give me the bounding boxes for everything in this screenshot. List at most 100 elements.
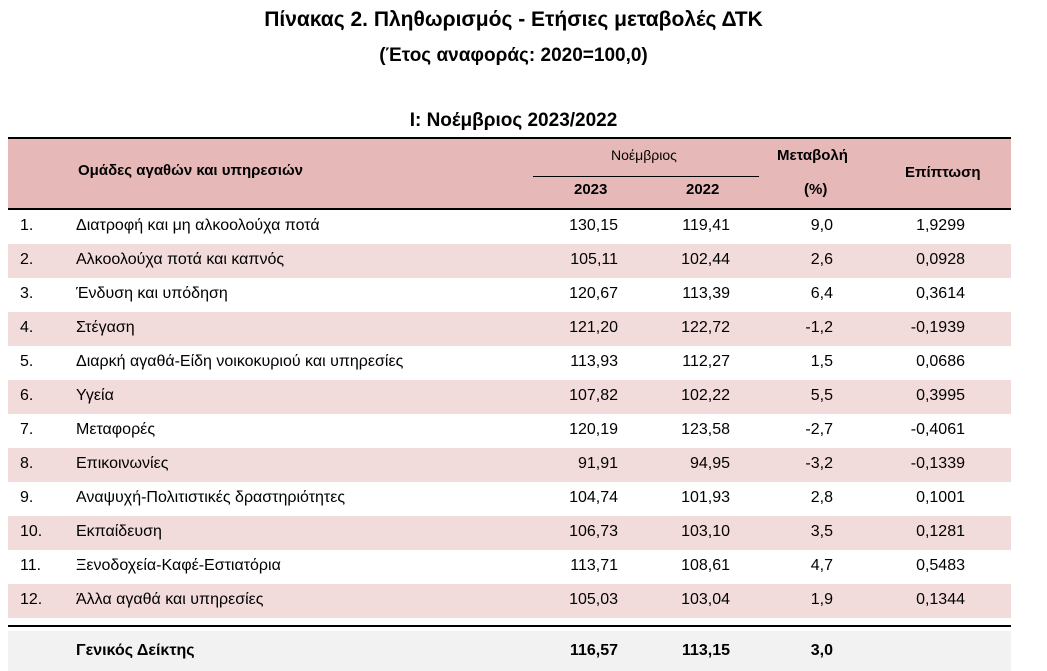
row-number: 10. (20, 523, 43, 540)
header-month-underline (533, 176, 759, 177)
row-value-2023: 91,91 (577, 455, 618, 472)
header-change: Μεταβολή (777, 147, 848, 164)
row-number: 12. (20, 591, 43, 608)
row-number: 11. (20, 557, 42, 574)
row-weight: -0,1339 (910, 455, 965, 472)
row-value-2022: 113,39 (682, 285, 730, 302)
row-value-2023: 113,93 (570, 353, 618, 370)
table-row: 6. Υγεία 107,82 102,22 5,5 0,3995 (8, 380, 1011, 414)
row-weight: 0,5483 (916, 557, 965, 574)
total-change: 3,0 (810, 642, 833, 659)
table-row: 8. Επικοινωνίες 91,91 94,95 -3,2 -0,1339 (8, 448, 1011, 482)
row-value-2022: 103,04 (681, 591, 730, 608)
row-number: 8. (20, 455, 34, 472)
row-group-name: Μεταφορές (76, 421, 156, 438)
table-row: 1. Διατροφή και μη αλκοολούχα ποτά 130,15 1… (8, 210, 1011, 244)
row-weight: 0,0928 (916, 251, 965, 268)
row-value-2023: 130,15 (569, 217, 618, 234)
row-value-2023: 107,82 (569, 387, 618, 404)
row-number: 4. (20, 319, 34, 336)
header-change-unit: (%) (804, 181, 828, 198)
row-value-2023: 113,71 (570, 557, 618, 574)
row-change: 9,0 (810, 217, 833, 234)
row-change: 6,4 (810, 285, 833, 302)
row-value-2022: 123,58 (681, 421, 730, 438)
row-group-name: Αλκοολούχα ποτά και καπνός (76, 251, 285, 268)
table-row: 12. Άλλα αγαθά και υπηρεσίες 105,03 103,04 1… (8, 584, 1011, 618)
row-value-2022: 112,27 (682, 353, 730, 370)
row-weight: 0,0686 (916, 353, 965, 370)
row-weight: -0,1939 (910, 319, 965, 336)
table-subtitle: (Έτος αναφοράς: 2020=100,0) (379, 45, 648, 66)
row-weight: 0,3614 (916, 285, 965, 302)
table-title: Πίνακας 2. Πληθωρισμός - Ετήσιες μεταβολ… (264, 8, 763, 31)
row-value-2022: 119,41 (682, 217, 730, 234)
row-group-name: Στέγαση (76, 319, 135, 336)
row-number: 1. (20, 217, 34, 234)
row-weight: 0,1281 (916, 523, 965, 540)
row-number: 9. (20, 489, 34, 506)
row-group-name: Άλλα αγαθά και υπηρεσίες (76, 591, 264, 608)
header-weight: Επίπτωση (905, 164, 981, 181)
row-value-2022: 94,95 (689, 455, 730, 472)
row-value-2022: 102,44 (681, 251, 730, 268)
total-row: Γενικός Δείκτης 116,57 113,15 3,0 (8, 625, 1011, 671)
row-change: -1,2 (805, 319, 833, 336)
row-change: 2,8 (810, 489, 833, 506)
row-change: -3,2 (805, 455, 833, 472)
row-number: 3. (20, 285, 34, 302)
table-row: 9. Αναψυχή-Πολιτιστικές δραστηριότητες 104… (8, 482, 1011, 516)
row-weight: 1,9299 (916, 217, 965, 234)
inflation-table: Ομάδες αγαθών και υπηρεσιών Νοέμβριος 20… (8, 137, 1011, 671)
row-change: 5,5 (810, 387, 833, 404)
row-number: 5. (20, 353, 34, 370)
header-year-2022: 2022 (686, 181, 720, 198)
row-group-name: Υγεία (76, 387, 114, 404)
total-name: Γενικός Δείκτης (76, 642, 195, 659)
table-row: 5. Διαρκή αγαθά-Είδη νοικοκυριού και υπηρ… (8, 346, 1011, 380)
row-number: 6. (20, 387, 34, 404)
total-2022: 113,15 (681, 642, 730, 659)
row-value-2023: 105,03 (569, 591, 618, 608)
row-group-name: Ξενοδοχεία-Καφέ-Εστιατόρια (76, 557, 281, 574)
row-value-2023: 120,67 (569, 285, 618, 302)
table-row: 2. Αλκοολούχα ποτά και καπνός 105,11 102,44… (8, 244, 1011, 278)
row-value-2022: 108,61 (681, 557, 730, 574)
row-value-2022: 101,93 (681, 489, 730, 506)
header-month: Νοέμβριος (611, 147, 677, 163)
table-row: 7. Μεταφορές 120,19 123,58 -2,7 -0,4061 (8, 414, 1011, 448)
row-value-2023: 105,11 (570, 251, 618, 268)
row-group-name: Εκπαίδευση (76, 523, 162, 540)
row-value-2023: 106,73 (569, 523, 618, 540)
row-value-2022: 122,72 (681, 319, 730, 336)
row-change: 1,9 (810, 591, 833, 608)
row-group-name: Ένδυση και υπόδηση (76, 285, 228, 302)
row-value-2023: 104,74 (569, 489, 618, 506)
row-change: 1,5 (810, 353, 833, 370)
row-group-name: Διατροφή και μη αλκοολούχα ποτά (76, 217, 320, 234)
header-year-2023: 2023 (574, 181, 608, 198)
row-weight: 0,1001 (916, 489, 965, 506)
row-change: 4,7 (810, 557, 833, 574)
table-header: Ομάδες αγαθών και υπηρεσιών Νοέμβριος 20… (8, 137, 1011, 210)
row-change: -2,7 (805, 421, 833, 438)
row-group-name: Διαρκή αγαθά-Είδη νοικοκυριού και υπηρεσ… (76, 353, 404, 370)
total-row-background (8, 631, 1011, 671)
row-number: 2. (20, 251, 34, 268)
table-row: 11. Ξενοδοχεία-Καφέ-Εστιατόρια 113,71 108,6… (8, 550, 1011, 584)
section-title: Ι: Νοέμβριος 2023/2022 (409, 110, 618, 131)
row-value-2022: 102,22 (681, 387, 730, 404)
row-value-2022: 103,10 (681, 523, 730, 540)
row-change: 3,5 (810, 523, 833, 540)
total-2023: 116,57 (569, 642, 618, 659)
row-value-2023: 120,19 (569, 421, 618, 438)
header-groups: Ομάδες αγαθών και υπηρεσιών (78, 162, 303, 179)
row-change: 2,6 (810, 251, 833, 268)
row-weight: 0,3995 (916, 387, 965, 404)
table-row: 3. Ένδυση και υπόδηση 120,67 113,39 6,4 0,361… (8, 278, 1011, 312)
row-group-name: Αναψυχή-Πολιτιστικές δραστηριότητες (76, 489, 346, 506)
row-number: 7. (20, 421, 34, 438)
row-weight: 0,1344 (916, 591, 965, 608)
table-row: 4. Στέγαση 121,20 122,72 -1,2 -0,1939 (8, 312, 1011, 346)
table-row: 10. Εκπαίδευση 106,73 103,10 3,5 0,1281 (8, 516, 1011, 550)
